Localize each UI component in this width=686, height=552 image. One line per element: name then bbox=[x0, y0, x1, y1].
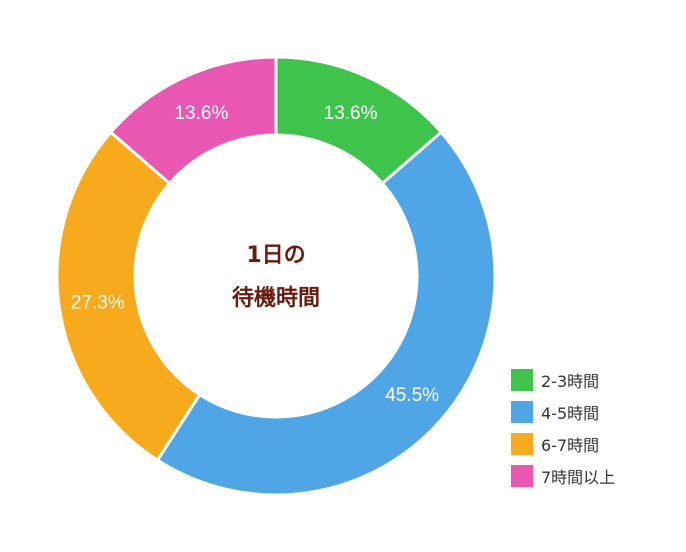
data-label-7h-plus: 13.6% bbox=[174, 103, 228, 124]
slices-group bbox=[55, 55, 497, 497]
legend-label: 2-3時間 bbox=[541, 371, 600, 391]
legend-swatch bbox=[511, 400, 533, 423]
legend-swatch bbox=[511, 464, 533, 487]
slice-4-5h[interactable] bbox=[155, 130, 497, 497]
slice-6-7h[interactable] bbox=[55, 130, 202, 463]
legend-swatch bbox=[511, 368, 533, 391]
center-title-line-1: 1日の bbox=[246, 243, 305, 268]
data-label-4-5h: 45.5% bbox=[385, 385, 439, 406]
data-labels-group: 13.6% 45.5% 27.3% 13.6% bbox=[71, 103, 439, 406]
legend-item-2-3h[interactable]: 2-3時間 bbox=[511, 368, 681, 391]
legend: 2-3時間 4-5時間 6-7時間 7時間以上 bbox=[511, 368, 681, 497]
slice-7h-plus[interactable] bbox=[108, 55, 278, 186]
data-label-6-7h: 27.3% bbox=[71, 292, 125, 313]
legend-label: 6-7時間 bbox=[541, 435, 600, 455]
data-label-2-3h: 13.6% bbox=[324, 103, 378, 124]
legend-swatch bbox=[511, 432, 533, 455]
legend-item-4-5h[interactable]: 4-5時間 bbox=[511, 400, 681, 423]
legend-item-6-7h[interactable]: 6-7時間 bbox=[511, 432, 681, 455]
legend-label: 4-5時間 bbox=[541, 403, 600, 423]
center-title-line-2: 待機時間 bbox=[232, 285, 320, 311]
legend-label: 7時間以上 bbox=[541, 467, 616, 487]
legend-item-7h-plus[interactable]: 7時間以上 bbox=[511, 464, 681, 487]
